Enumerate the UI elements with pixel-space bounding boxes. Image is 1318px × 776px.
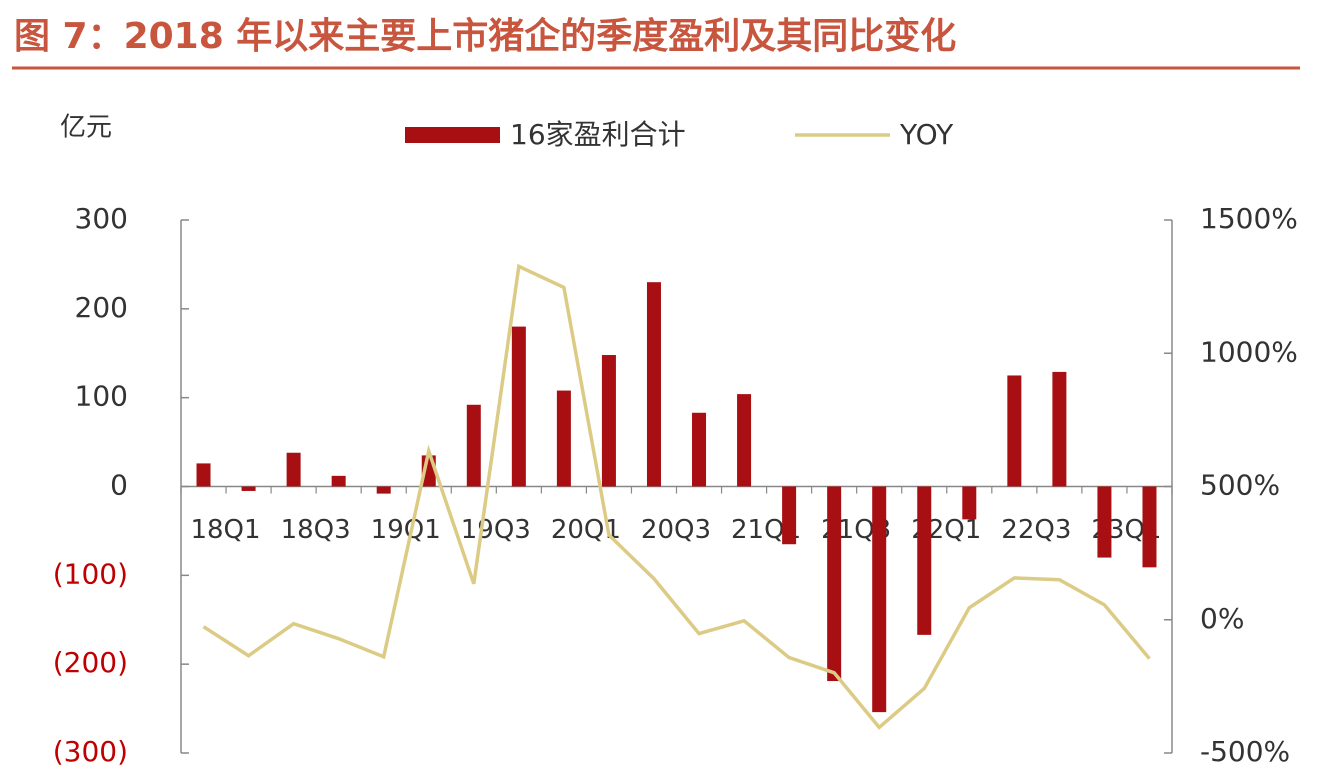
bar [917,486,932,635]
y-tick-label: (300) [53,735,128,768]
bar [1052,371,1067,487]
x-tick-label: 20Q3 [641,515,711,545]
bar [286,452,301,487]
y-axis-label: 亿元 [60,113,112,143]
chart-title: 图 7：2018 年以来主要上市猪企的季度盈利及其同比变化 [14,15,956,57]
bar [376,486,391,494]
bar [782,486,797,545]
bar [1097,486,1112,558]
bar [511,326,526,487]
y-tick-label: 200 [75,291,128,324]
y2-tick-label: 1500% [1200,202,1298,235]
bar [737,394,752,487]
y2-tick-label: 1000% [1200,335,1298,368]
bar [962,486,977,520]
y2-tick-label: 500% [1200,469,1280,502]
y-tick-label: 0 [110,469,128,502]
bar [1142,486,1157,568]
y2-tick-label: -500% [1200,735,1290,768]
legend-label: 16家盈利合计 [510,118,686,151]
bar [1007,375,1022,487]
bar [601,355,616,487]
y-tick-label: 300 [75,202,128,235]
y-tick-label: (100) [53,557,128,590]
x-tick-label: 19Q3 [461,515,531,545]
x-tick-label: 22Q3 [1001,515,1071,545]
bar [692,412,707,487]
bar [241,486,256,491]
y-tick-label: 100 [75,380,128,413]
bar [872,486,887,713]
x-tick-label: 18Q1 [190,515,260,545]
bar [827,486,842,682]
bar [331,475,346,487]
line [202,263,1151,730]
bar [196,463,211,487]
x-tick-label: 20Q1 [551,515,621,545]
bar [646,282,661,487]
x-tick-label: 19Q1 [371,515,441,545]
bar [466,404,481,487]
legend-swatch [405,127,500,143]
x-tick-label: 18Q3 [281,515,351,545]
y-tick-label: (200) [53,646,128,679]
bar [556,390,571,487]
legend-label: YOY [899,118,954,151]
y2-tick-label: 0% [1200,602,1244,635]
